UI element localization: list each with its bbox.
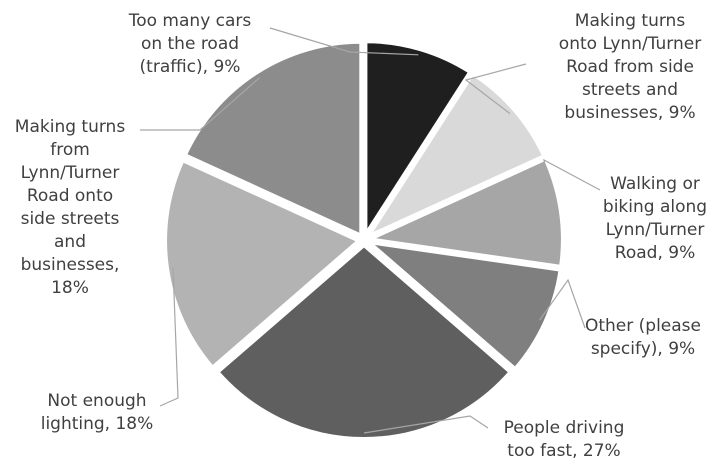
slice-label-line: biking along bbox=[603, 197, 707, 217]
slice-label-line: Not enough bbox=[47, 391, 146, 411]
slice-label-line: onto Lynn/Turner bbox=[559, 34, 701, 54]
pie-slice-7 bbox=[182, 39, 364, 239]
leader-line-1 bbox=[269, 27, 419, 56]
slice-label-line: side streets bbox=[21, 209, 120, 229]
slice-label-line: businesses, bbox=[21, 255, 120, 275]
slice-label-line: Road from side bbox=[566, 57, 694, 77]
slice-label-line: lighting, 18% bbox=[41, 414, 154, 434]
slice-label-line: from bbox=[50, 140, 90, 160]
slice-label-line: Making turns bbox=[575, 11, 686, 31]
slice-label-1: Too many cars on the road (traffic), 9% bbox=[128, 11, 252, 77]
leader-lines bbox=[140, 27, 601, 434]
slice-label-7: Making turns from Lynn/Turner Road onto side… bbox=[15, 117, 126, 298]
slice-label-line: on the road bbox=[141, 34, 239, 54]
slice-label-line: too fast, 27% bbox=[507, 441, 620, 461]
pie-slices bbox=[163, 39, 565, 441]
slice-label-line: and bbox=[54, 232, 86, 252]
slice-label-6: Not enough lighting, 18% bbox=[41, 391, 154, 434]
slice-label-line: Making turns bbox=[15, 117, 126, 137]
slice-label-line: Too many cars bbox=[128, 11, 252, 31]
slice-label-line: People driving bbox=[504, 418, 625, 438]
slice-label-line: Other (please bbox=[585, 316, 701, 336]
slice-label-line: Lynn/Turner bbox=[21, 163, 120, 183]
slice-label-4: Other (please specify), 9% bbox=[585, 316, 701, 359]
slice-label-line: Road, 9% bbox=[615, 243, 695, 263]
leader-line-2 bbox=[464, 63, 527, 115]
slice-label-line: streets and bbox=[582, 80, 678, 100]
slice-label-line: (traffic), 9% bbox=[140, 57, 241, 77]
slice-label-line: Walking or bbox=[610, 174, 700, 194]
slice-label-5: People driving too fast, 27% bbox=[504, 418, 625, 461]
slice-labels: Too many cars on the road (traffic), 9% Mak… bbox=[15, 11, 707, 461]
pie-slice-2 bbox=[362, 70, 547, 242]
slice-label-line: Road onto bbox=[27, 186, 113, 206]
leader-line-6 bbox=[159, 267, 179, 407]
slice-label-2: Making turns onto Lynn/Turner Road from si… bbox=[559, 11, 701, 123]
pie-slice-6 bbox=[163, 157, 363, 371]
pie-slice-5 bbox=[214, 242, 514, 441]
leader-line-7 bbox=[140, 77, 261, 131]
leader-line-4 bbox=[539, 278, 586, 329]
leader-line-3 bbox=[543, 158, 601, 213]
slice-label-3: Walking or biking along Lynn/Turner Road, 9… bbox=[603, 174, 707, 263]
slice-label-line: businesses, 9% bbox=[564, 103, 695, 123]
slice-label-line: Lynn/Turner bbox=[606, 220, 705, 240]
slice-label-line: 18% bbox=[51, 278, 89, 298]
slice-label-line: specify), 9% bbox=[591, 339, 695, 359]
pie-slice-4 bbox=[362, 239, 563, 372]
leader-line-5 bbox=[363, 415, 489, 434]
pie-slice-1 bbox=[363, 39, 474, 243]
